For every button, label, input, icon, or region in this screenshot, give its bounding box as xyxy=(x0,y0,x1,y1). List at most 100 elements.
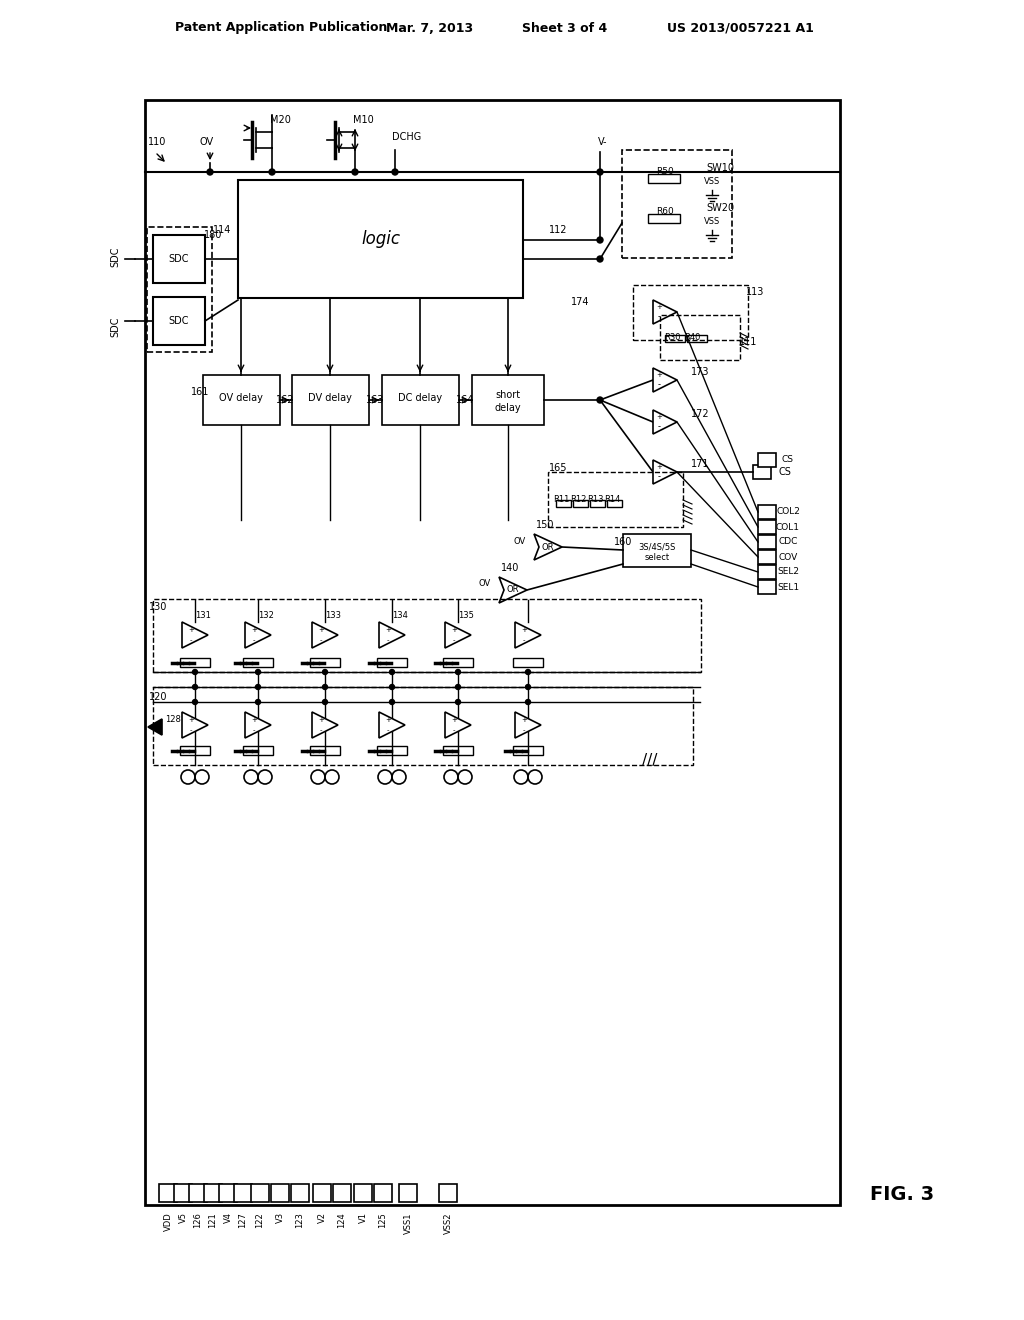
Text: 140: 140 xyxy=(501,564,519,573)
Text: +: + xyxy=(318,717,324,723)
Text: SW10: SW10 xyxy=(706,162,734,173)
Text: 161: 161 xyxy=(190,387,209,397)
Text: 122: 122 xyxy=(256,1212,264,1228)
Text: delay: delay xyxy=(495,403,521,413)
Text: -: - xyxy=(319,638,323,643)
Text: DCHG: DCHG xyxy=(392,132,421,143)
Polygon shape xyxy=(534,535,562,560)
Text: OR: OR xyxy=(542,543,554,552)
Text: -: - xyxy=(253,727,255,733)
Text: CS: CS xyxy=(778,467,792,477)
Bar xyxy=(513,657,543,667)
Circle shape xyxy=(352,169,358,176)
Text: SDC: SDC xyxy=(169,253,189,264)
Polygon shape xyxy=(445,622,471,648)
Bar xyxy=(291,1184,309,1203)
Text: +: + xyxy=(656,465,662,470)
Text: R11: R11 xyxy=(553,495,569,504)
Bar xyxy=(382,375,459,425)
Text: -: - xyxy=(319,727,323,733)
Text: +: + xyxy=(385,627,391,634)
Text: 172: 172 xyxy=(690,409,710,418)
Bar xyxy=(687,335,707,342)
Bar xyxy=(243,657,273,667)
Text: 131: 131 xyxy=(195,610,211,619)
Text: +: + xyxy=(188,627,194,634)
Circle shape xyxy=(207,169,213,176)
Bar xyxy=(753,465,771,479)
Bar xyxy=(607,500,622,507)
Bar xyxy=(374,1184,392,1203)
Text: +: + xyxy=(656,372,662,379)
Polygon shape xyxy=(148,719,162,735)
Polygon shape xyxy=(379,711,406,738)
Bar xyxy=(219,1184,237,1203)
Bar xyxy=(758,579,776,594)
Bar xyxy=(145,100,840,1205)
Text: R30: R30 xyxy=(664,333,680,342)
Text: +: + xyxy=(188,717,194,723)
Text: 135: 135 xyxy=(458,610,474,619)
Bar xyxy=(153,235,205,282)
Text: 113: 113 xyxy=(745,286,764,297)
Text: COV: COV xyxy=(778,553,798,561)
Text: VSS: VSS xyxy=(703,218,720,227)
Circle shape xyxy=(525,669,530,675)
Text: 171: 171 xyxy=(691,459,710,469)
Text: +: + xyxy=(251,627,257,634)
Text: 125: 125 xyxy=(379,1212,387,1228)
Text: 128: 128 xyxy=(165,715,181,725)
Polygon shape xyxy=(312,711,338,738)
Bar xyxy=(758,453,776,467)
Text: -: - xyxy=(253,638,255,643)
Text: 162: 162 xyxy=(275,395,294,405)
Text: SEL1: SEL1 xyxy=(777,582,799,591)
Circle shape xyxy=(256,669,260,675)
Bar xyxy=(292,375,369,425)
Text: +: + xyxy=(385,717,391,723)
Circle shape xyxy=(392,169,398,176)
Polygon shape xyxy=(653,368,677,392)
Bar xyxy=(189,1184,207,1203)
Text: V4: V4 xyxy=(223,1212,232,1224)
Bar xyxy=(573,500,588,507)
Bar xyxy=(243,746,273,755)
Bar xyxy=(590,500,605,507)
Text: R14: R14 xyxy=(604,495,621,504)
Text: -: - xyxy=(657,473,660,482)
Bar xyxy=(758,535,776,549)
Bar xyxy=(251,1184,269,1203)
Circle shape xyxy=(597,397,603,403)
Text: COL2: COL2 xyxy=(776,507,800,516)
Bar xyxy=(234,1184,252,1203)
Bar xyxy=(548,473,683,527)
Text: -: - xyxy=(189,638,193,643)
Circle shape xyxy=(256,685,260,689)
Text: COL1: COL1 xyxy=(776,523,800,532)
Bar xyxy=(758,520,776,535)
Text: 114: 114 xyxy=(213,224,231,235)
Text: +: + xyxy=(521,627,527,634)
Text: SEL2: SEL2 xyxy=(777,568,799,577)
Text: -: - xyxy=(657,313,660,321)
Bar xyxy=(472,375,544,425)
Text: -: - xyxy=(522,638,525,643)
Circle shape xyxy=(456,700,461,705)
Text: M20: M20 xyxy=(269,115,291,125)
Text: M10: M10 xyxy=(352,115,374,125)
Circle shape xyxy=(389,700,394,705)
Text: 110: 110 xyxy=(148,137,166,147)
Bar xyxy=(648,214,680,223)
Bar xyxy=(648,174,680,183)
Text: 163: 163 xyxy=(366,395,384,405)
Text: V-: V- xyxy=(598,137,607,147)
Bar xyxy=(153,297,205,345)
Bar xyxy=(153,599,701,672)
Bar xyxy=(377,657,407,667)
Bar xyxy=(204,1184,222,1203)
Circle shape xyxy=(525,685,530,689)
Text: SDC: SDC xyxy=(110,317,120,337)
Circle shape xyxy=(323,669,328,675)
Text: -: - xyxy=(387,727,389,733)
Bar xyxy=(310,746,340,755)
